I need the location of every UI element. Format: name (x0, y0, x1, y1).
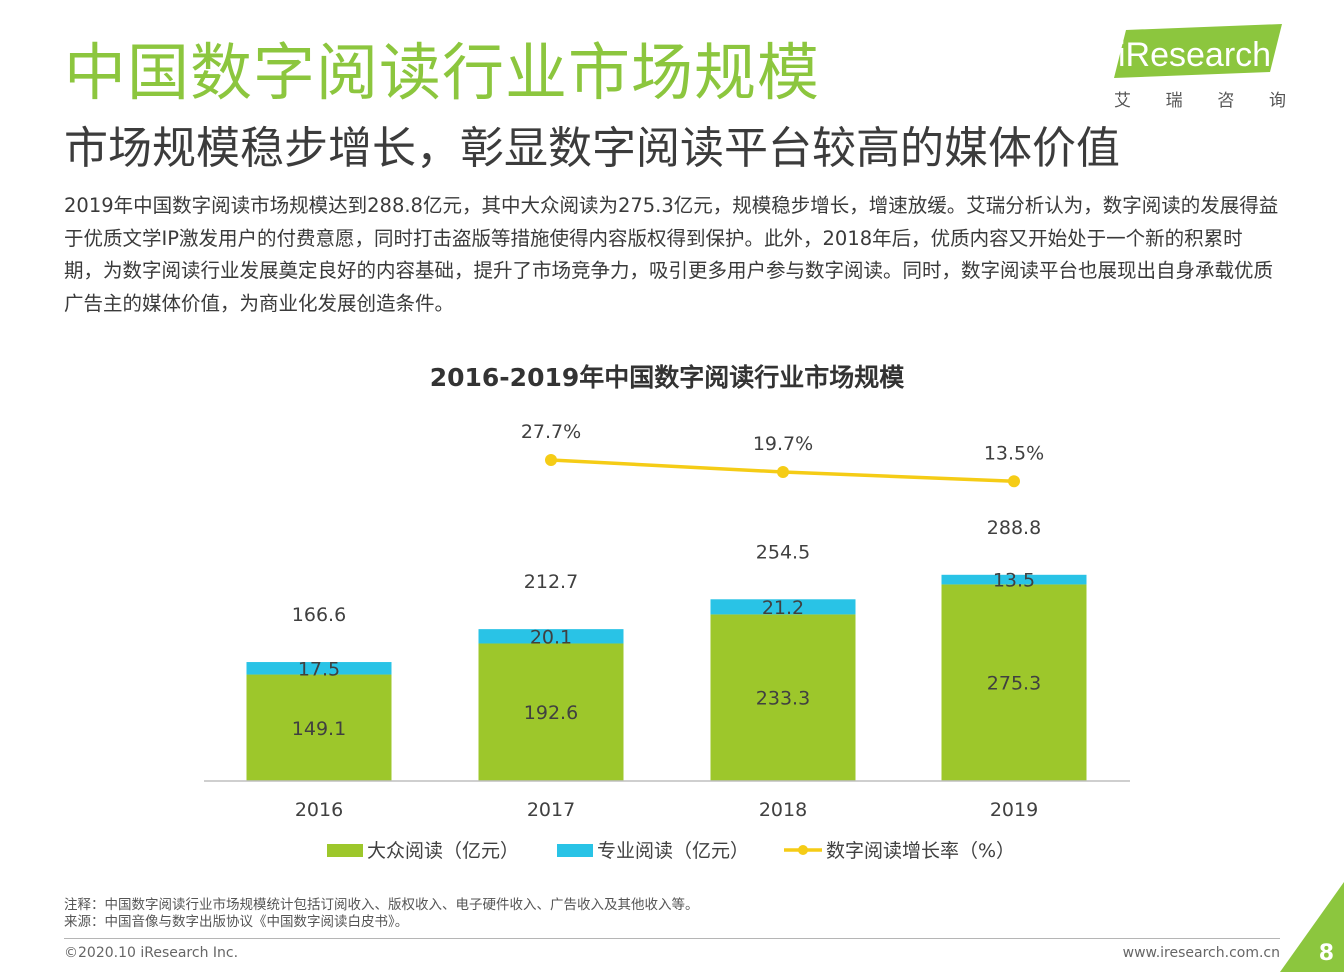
data-label-professional: 13.5 (993, 570, 1035, 592)
data-label-total: 212.7 (524, 571, 578, 593)
growth-rate-point (777, 466, 789, 478)
website-url: www.iresearch.com.cn (1122, 945, 1280, 961)
summary-paragraph: 2019年中国数字阅读市场规模达到288.8亿元，其中大众阅读为275.3亿元，… (64, 194, 1279, 315)
footer-divider (64, 938, 1280, 939)
logo-sub-char: 询 (1268, 91, 1286, 111)
data-label-mass: 149.1 (292, 718, 346, 740)
market-size-chart: 2016-2019年中国数字阅读行业市场规模 149.1 17.5 166.6 201… (204, 363, 1130, 862)
copyright: ©2020.10 iResearch Inc. (64, 945, 239, 961)
x-tick-label: 2018 (759, 799, 807, 821)
x-tick-label: 2017 (527, 799, 575, 821)
growth-rate-label: 19.7% (753, 433, 813, 455)
page-title: 中国数字阅读行业市场规模 (64, 36, 821, 109)
data-label-mass: 275.3 (987, 673, 1041, 695)
growth-rate-label: 13.5% (984, 442, 1044, 464)
x-tick-label: 2019 (990, 799, 1038, 821)
corner-triangle (1280, 882, 1344, 972)
data-label-professional: 17.5 (298, 658, 340, 680)
bar-mass-reading (710, 614, 856, 781)
bar-professional-reading (941, 574, 1087, 585)
chart-title: 2016-2019年中国数字阅读行业市场规模 (430, 363, 906, 392)
data-label-mass: 192.6 (524, 702, 578, 724)
data-label-total: 288.8 (987, 517, 1041, 539)
data-label-professional: 20.1 (530, 626, 572, 648)
note-text: 注释：中国数字阅读行业市场规模统计包括订阅收入、版权收入、电子硬件收入、广告收入… (64, 897, 699, 913)
legend-label-professional: 专业阅读（亿元） (597, 840, 749, 862)
logo-sub-char: 瑞 (1165, 91, 1183, 111)
legend-label-growth: 数字阅读增长率（%） (826, 840, 1015, 862)
logo-sub-char: 咨 (1217, 91, 1235, 111)
data-label-professional: 21.2 (762, 597, 804, 619)
logo-sub-char: 艾 (1114, 91, 1131, 111)
svg-text:iResearch: iResearch (1118, 36, 1271, 74)
legend-swatch-professional (557, 844, 593, 857)
data-label-total: 166.6 (292, 604, 346, 626)
page-number: 8 (1318, 941, 1334, 966)
iresearch-logo: iResearch 艾 瑞 咨 询 (1112, 22, 1292, 112)
growth-rate-point (1008, 475, 1020, 488)
source-text: 来源：中国音像与数字出版协议《中国数字阅读白皮书》。 (64, 914, 409, 930)
growth-rate-label: 27.7% (521, 421, 581, 443)
data-label-total: 254.5 (756, 541, 810, 563)
bar-professional-reading (246, 662, 392, 675)
growth-rate-point (545, 454, 557, 466)
legend-swatch-mass (327, 844, 363, 857)
legend-label-mass: 大众阅读（亿元） (367, 840, 519, 862)
x-tick-label: 2016 (295, 799, 343, 821)
page-subtitle: 市场规模稳步增长，彰显数字阅读平台较高的媒体价值 (64, 123, 1120, 174)
footnote: 注释：中国数字阅读行业市场规模统计包括订阅收入、版权收入、电子硬件收入、广告收入… (64, 897, 699, 931)
bar-mass-reading (246, 674, 392, 781)
legend-marker-growth (798, 845, 808, 855)
bar-professional-reading (710, 599, 856, 615)
bar-mass-reading (478, 643, 624, 781)
bar-mass-reading (941, 584, 1087, 781)
data-label-mass: 233.3 (756, 688, 810, 710)
bar-professional-reading (478, 629, 624, 644)
